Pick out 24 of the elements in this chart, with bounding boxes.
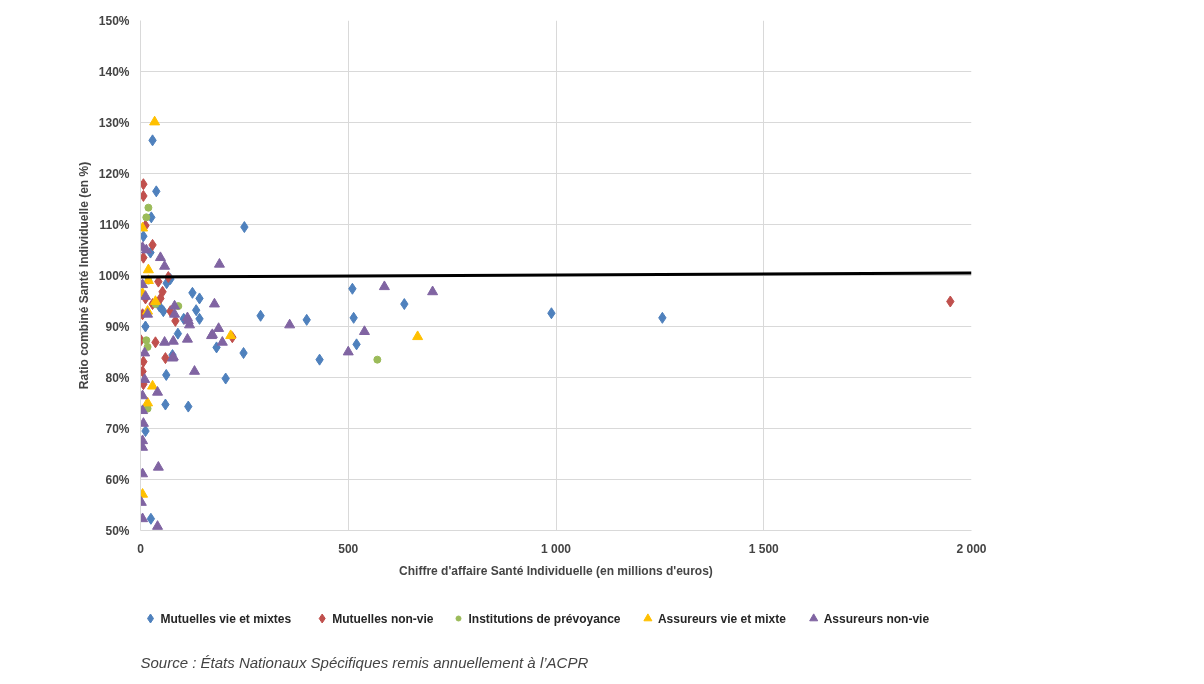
legend-label: Institutions de prévoyance [468,611,621,626]
y-tick-label: 140% [98,64,130,79]
y-tick-label: 70% [105,421,130,436]
y-tick-label: 110% [99,217,130,232]
y-axis-title: Ratio combiné Santé Individuelle (en %) [76,161,91,390]
legend-label: Mutuelles vie et mixtes [160,611,292,626]
x-tick-label: 2 000 [956,541,987,556]
y-tick-label: 120% [98,166,130,181]
y-tick-label: 50% [105,523,130,538]
x-axis-title: Chiffre d'affaire Santé Individuelle (en millions d'euros) [399,563,713,578]
legend-label: Assureurs vie et mixte [657,611,787,626]
y-tick-label: 100% [98,268,130,283]
legend-label: Assureurs non-vie [823,611,930,626]
x-tick-label: 1 500 [748,541,780,556]
y-tick-label: 130% [98,115,130,130]
x-tick-label: 0 [137,541,145,556]
x-tick-label: 1 000 [540,541,572,556]
y-tick-label: 90% [105,319,130,334]
y-tick-label: 80% [105,370,130,385]
source-note: Source : États Nationaux Spécifiques remis annuellement à l’ACPR [140,653,589,671]
y-tick-label: 150% [98,13,130,28]
x-tick-label: 500 [338,541,359,556]
y-tick-label: 60% [105,472,130,487]
legend-label: Mutuelles non-vie [332,611,434,626]
